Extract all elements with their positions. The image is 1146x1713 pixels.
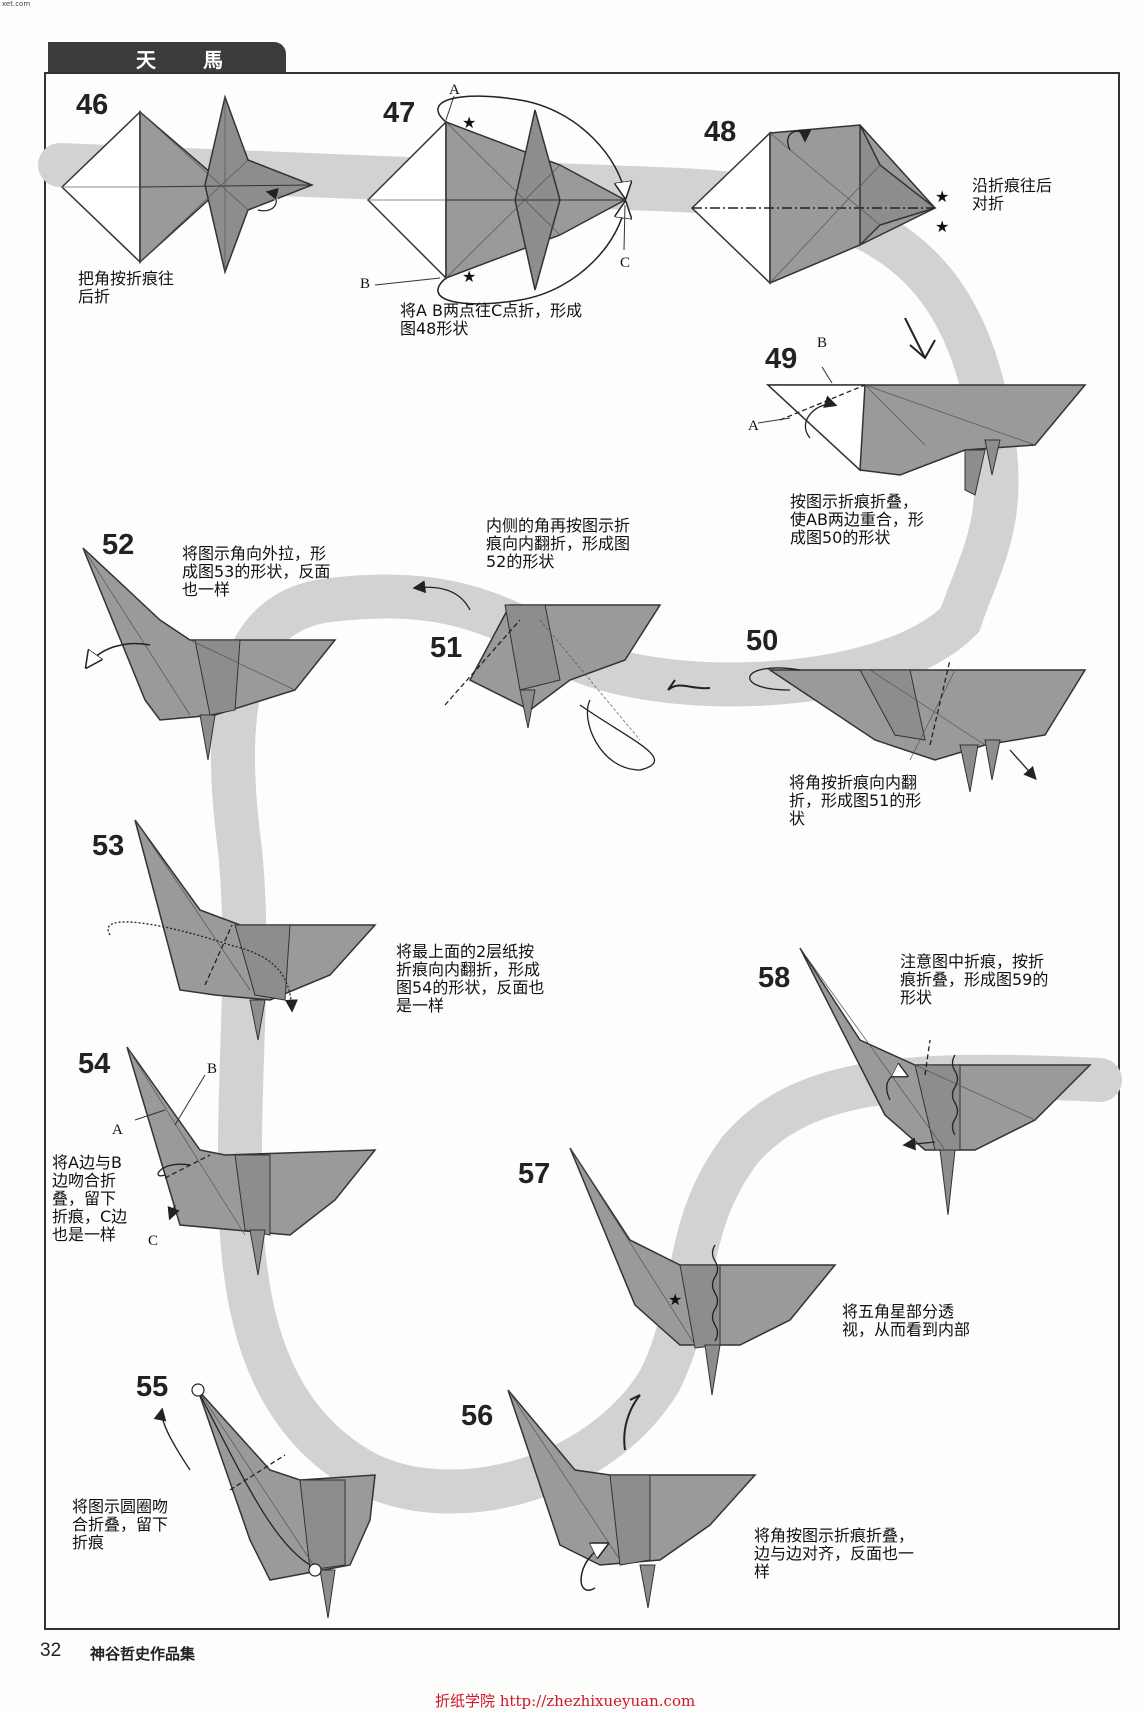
step-number-46: 46 bbox=[76, 89, 109, 121]
instruction-47: 将A B两点往C点折，形成 图48形状 bbox=[400, 301, 583, 338]
step-number-54: 54 bbox=[78, 1048, 111, 1080]
star-icon: ★ bbox=[935, 187, 949, 206]
watermark: 折纸学院 http://zhezhixueyuan.com bbox=[435, 1692, 696, 1710]
instruction-56: 将角按图示折痕折叠， 边与边对齐，反面也一 样 bbox=[754, 1526, 915, 1581]
star-icon: ★ bbox=[668, 1290, 682, 1309]
fold-figure-53 bbox=[107, 819, 377, 1041]
instruction-50: 将角按折痕向内翻 折，形成图51的形 状 bbox=[789, 773, 922, 828]
title-tab bbox=[48, 42, 286, 74]
point-label-b: B bbox=[360, 276, 371, 292]
instruction-57: 将五角星部分透 视，从而看到内部 bbox=[842, 1302, 971, 1339]
instruction-58: 注意图中折痕，按折 痕折叠，形成图59的 形状 bbox=[900, 952, 1049, 1007]
star-icon: ★ bbox=[462, 113, 476, 132]
instruction-52: 将图示角向外拉，形 成图53的形状，反面 也一样 bbox=[182, 544, 331, 599]
diagram-frame bbox=[44, 72, 1120, 1630]
step-number-49: 49 bbox=[765, 343, 798, 375]
instruction-54: 将A边与B 边吻合折 叠，留下 折痕，C边 也是一样 bbox=[52, 1153, 128, 1244]
step-number-48: 48 bbox=[704, 116, 737, 148]
step-number-58: 58 bbox=[758, 962, 791, 994]
step-number-56: 56 bbox=[461, 1400, 494, 1432]
star-icon: ★ bbox=[935, 217, 949, 236]
fold-figure-58 bbox=[799, 947, 1092, 1216]
instruction-53: 将最上面的2层纸按 折痕向内翻折，形成 图54的形状，反面也 是一样 bbox=[396, 942, 545, 1015]
fold-figure-46 bbox=[60, 94, 315, 275]
progress-path bbox=[38, 143, 1122, 1514]
instruction-55: 将图示圆圈吻 合折叠，留下 折痕 bbox=[72, 1497, 169, 1552]
step-number-47: 47 bbox=[383, 97, 416, 129]
instruction-46: 把角按折痕往 后折 bbox=[78, 269, 175, 306]
point-label-c: C bbox=[620, 255, 631, 271]
fold-figure-47: ★ ★ bbox=[366, 95, 625, 305]
point-label-b: B bbox=[817, 335, 828, 351]
book-title: 神谷哲史作品集 bbox=[90, 1645, 196, 1663]
point-label-c: C bbox=[148, 1233, 159, 1249]
step-number-53: 53 bbox=[92, 830, 125, 862]
step-number-50: 50 bbox=[746, 625, 779, 657]
fold-figure-49 bbox=[757, 366, 1087, 496]
instruction-48: 沿折痕往后 对折 bbox=[972, 176, 1053, 213]
point-label-a: A bbox=[449, 82, 460, 98]
step-number-52: 52 bbox=[102, 529, 135, 561]
fold-figure-51 bbox=[412, 580, 662, 771]
fold-figure-50 bbox=[667, 659, 1087, 793]
site-tag: xet.com bbox=[2, 0, 31, 8]
page-number: 32 bbox=[40, 1640, 62, 1661]
fold-figure-48: ★ ★ bbox=[690, 124, 949, 360]
point-label-a: A bbox=[748, 418, 759, 434]
step-number-55: 55 bbox=[136, 1371, 169, 1403]
instruction-51: 内侧的角再按图示折 痕向内翻折，形成图 52的形状 bbox=[486, 516, 631, 571]
fold-figure-54 bbox=[126, 1046, 377, 1276]
star-icon: ★ bbox=[462, 267, 476, 286]
point-label-b: B bbox=[207, 1061, 218, 1077]
point-label-a: A bbox=[112, 1122, 123, 1138]
instruction-49: 按图示折痕折叠， 使AB两边重合，形 成图50的形状 bbox=[790, 492, 924, 547]
fold-figure-52 bbox=[82, 547, 337, 761]
fold-figure-57: ★ bbox=[569, 1147, 837, 1396]
page-title: 天 馬 bbox=[136, 48, 243, 72]
step-number-57: 57 bbox=[518, 1158, 551, 1190]
fold-figure-55 bbox=[153, 1383, 376, 1619]
fold-figure-56 bbox=[507, 1389, 757, 1609]
step-number-51: 51 bbox=[430, 632, 463, 664]
